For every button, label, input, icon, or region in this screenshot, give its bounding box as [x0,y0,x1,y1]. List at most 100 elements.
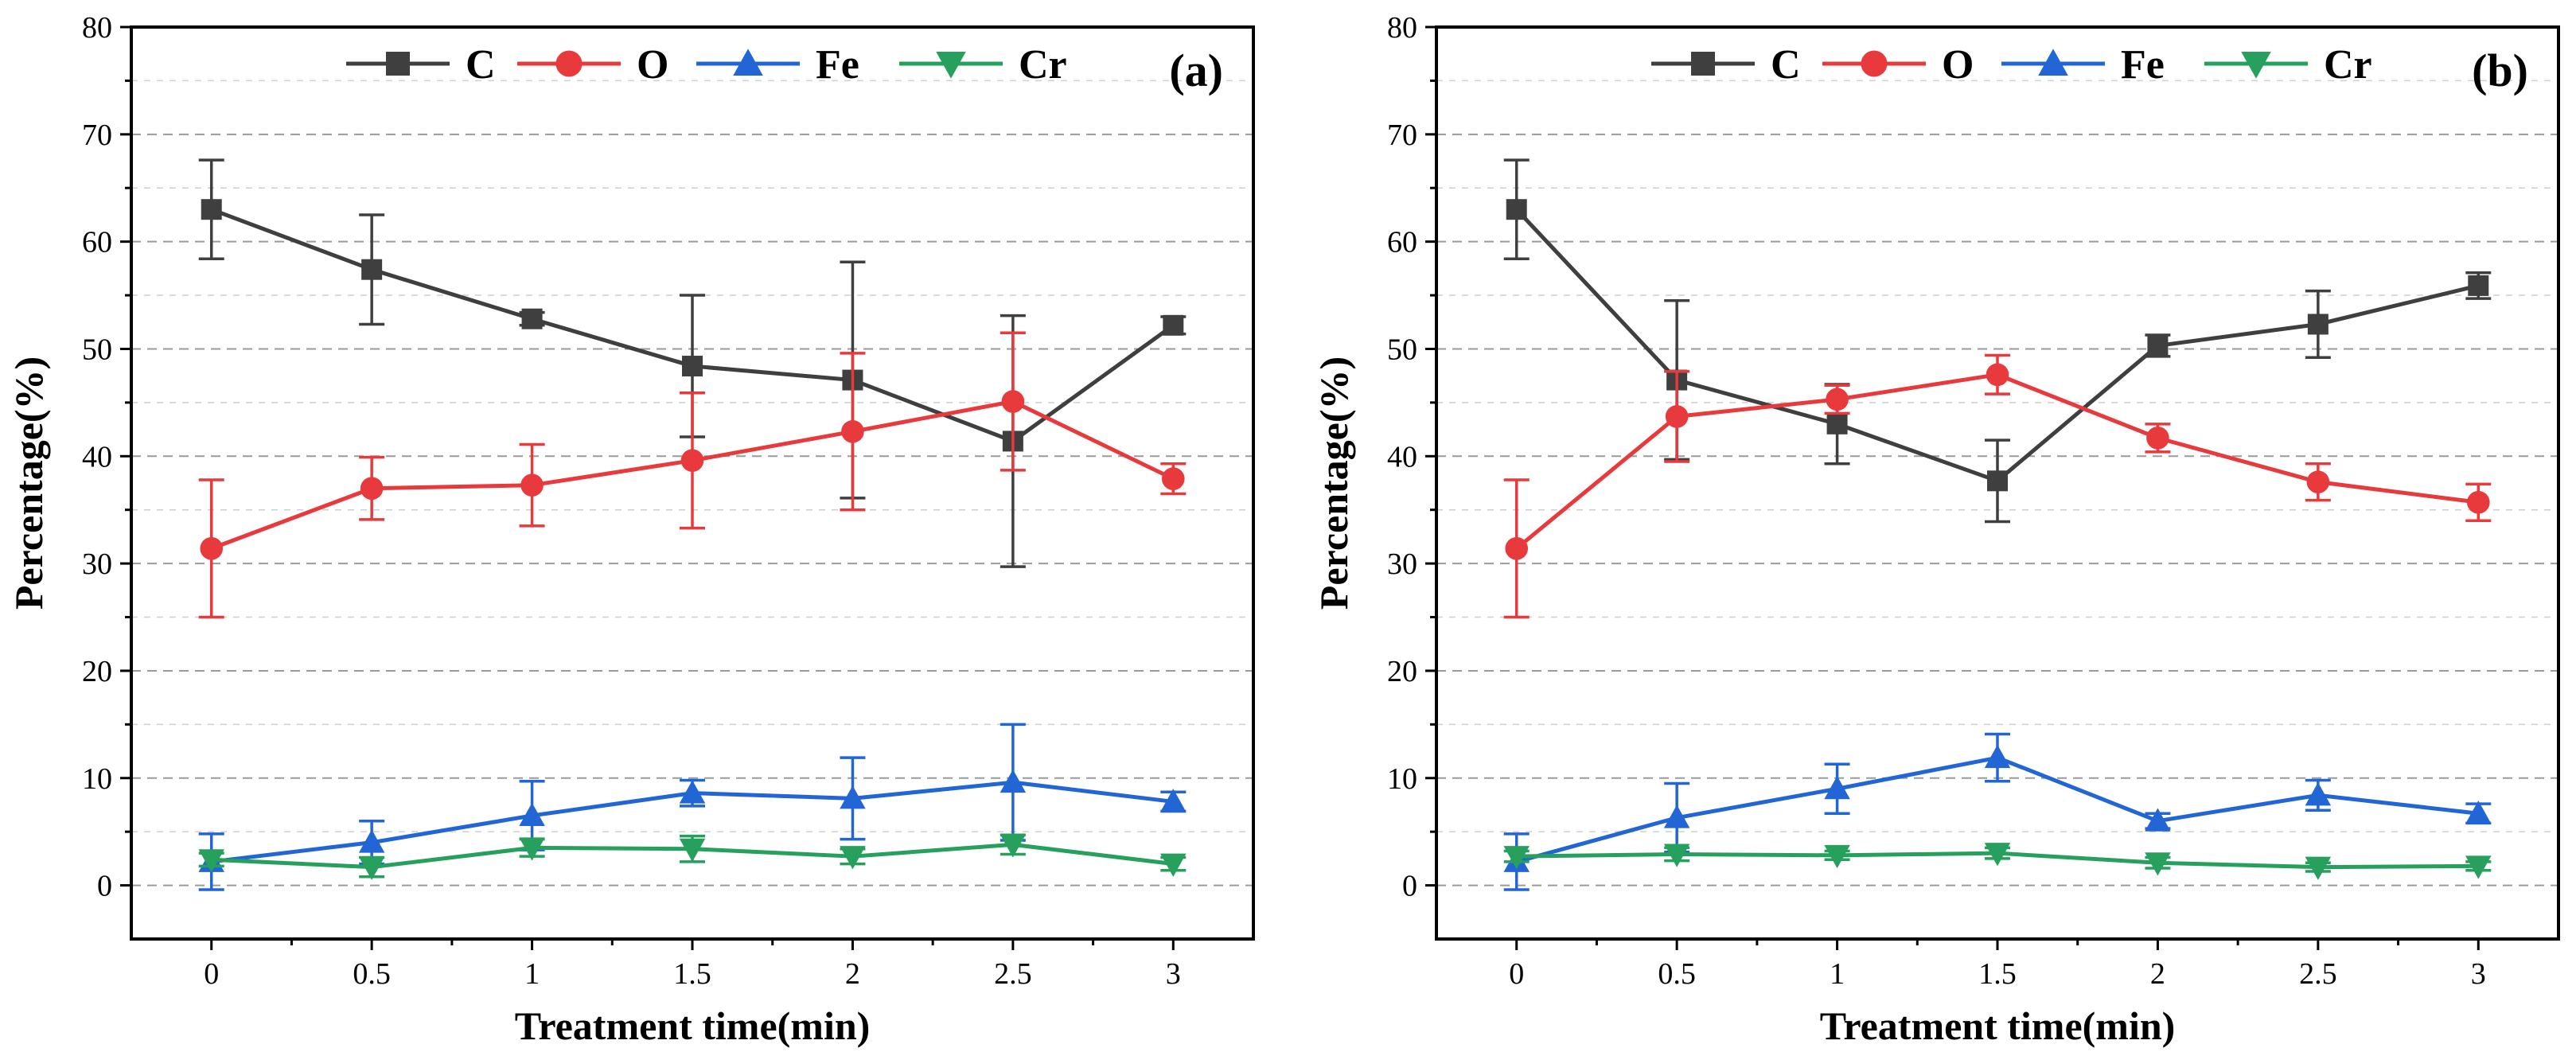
data-point-o [520,473,544,497]
legend-marker-fe [2038,49,2068,76]
y-tick-label: 10 [1387,762,1417,796]
series-o [1503,353,2492,619]
data-point-cr [1984,843,2011,867]
data-point-fe [1160,789,1187,812]
x-tick-label: 1 [524,957,540,991]
data-point-cr [1160,853,1187,877]
y-tick-label: 70 [1387,119,1417,152]
legend-marker-cr [2241,52,2271,79]
data-point-fe [840,785,866,809]
data-point-cr [679,838,706,862]
series-cr [198,833,1187,880]
legend-label-c: C [466,42,496,88]
data-point-o [200,536,224,560]
y-tick-label: 30 [82,547,112,581]
y-tick-label: 50 [82,333,112,366]
x-tick-label: 0 [204,957,219,991]
x-tick-label: 0 [1509,957,1524,991]
x-tick-label: 2.5 [994,957,1032,991]
data-point-c [201,199,222,220]
y-tick-label: 30 [1387,547,1417,581]
panel-label: (b) [2472,45,2528,96]
data-point-o [1665,405,1689,428]
data-point-o [1161,467,1185,490]
x-tick-label: 3 [1166,957,1181,991]
x-tick-label: 1.5 [1978,957,2017,991]
data-point-cr [1824,844,1850,869]
y-tick-label: 10 [82,762,112,796]
x-tick-label: 0.5 [353,957,391,991]
y-tick-label: 0 [1402,870,1417,903]
data-point-c [1163,314,1184,336]
series-c [1503,158,2492,524]
data-point-o [2466,490,2490,514]
legend-marker-c [1691,52,1715,76]
data-point-fe [1000,769,1027,793]
y-tick-label: 50 [1387,333,1417,366]
data-point-fe [1824,775,1850,800]
data-point-cr [1663,844,1690,867]
data-point-o [841,419,864,443]
legend-label-cr: Cr [1019,42,1067,88]
data-point-c [521,308,543,329]
y-axis-title: Percentage(%) [6,357,51,610]
data-point-cr [358,856,385,880]
y-tick-label: 60 [82,226,112,259]
data-point-fe [679,780,706,804]
y-tick-label: 80 [82,11,112,45]
x-tick-label: 2.5 [2299,957,2337,991]
x-axis-title: Treatment time(min) [1820,1003,2176,1048]
data-point-cr [2465,855,2492,879]
data-point-cr [519,837,545,861]
legend-marker-c [386,52,410,76]
data-point-o [1826,388,1849,411]
series-o [198,331,1187,619]
data-point-o [360,477,384,501]
data-point-o [1505,536,1529,560]
y-tick-label: 40 [1387,440,1417,473]
y-tick-label: 0 [97,870,112,903]
chart-panel-b: 0 10 20 30 40 50 60 70 80 0 0.5 1 1.5 2 2.5 3 Treatment … [1311,11,2560,1048]
x-axis-title: Treatment time(min) [515,1003,871,1048]
data-point-cr [198,849,224,873]
legend-marker-o [555,50,583,77]
x-tick-label: 1 [1830,957,1845,991]
data-point-cr [2145,852,2171,876]
data-point-c [361,259,383,280]
data-point-fe [358,829,385,853]
data-point-o [1986,363,2009,387]
panel-label: (a) [1169,45,1223,96]
y-tick-label: 70 [82,119,112,152]
series-cr [1503,843,2492,880]
x-tick-label: 0.5 [1658,957,1696,991]
data-point-c [2468,275,2489,296]
data-point-o [1001,390,1025,413]
x-tick-label: 2 [2150,957,2165,991]
data-point-c [682,356,703,377]
data-point-cr [1000,834,1027,858]
legend-label-o: O [637,42,668,88]
y-tick-label: 20 [1387,655,1417,688]
data-point-fe [519,802,545,826]
chart-panel-a: 0 10 20 30 40 50 60 70 80 0 0.5 1 1.5 2 2.5 3 Treatment … [6,11,1255,1048]
data-point-c [1987,470,2008,492]
legend-label-c: C [1771,42,1801,88]
y-tick-label: 20 [82,655,112,688]
legend-label-o: O [1942,42,1974,88]
legend: C O Fe Cr [346,42,1067,88]
x-tick-label: 2 [845,957,860,991]
y-tick-label: 40 [82,440,112,473]
legend-marker-cr [936,52,966,79]
data-point-fe [1984,744,2011,769]
data-point-cr [1503,846,1530,870]
data-point-o [2306,470,2330,493]
series-fe [1503,732,2492,891]
x-tick-label: 3 [2471,957,2486,991]
data-point-fe [2305,782,2332,806]
data-point-c [2147,335,2169,357]
data-point-o [2146,427,2169,450]
legend: C O Fe Cr [1651,42,2372,88]
data-point-cr [2305,856,2332,880]
data-point-cr [840,846,866,870]
